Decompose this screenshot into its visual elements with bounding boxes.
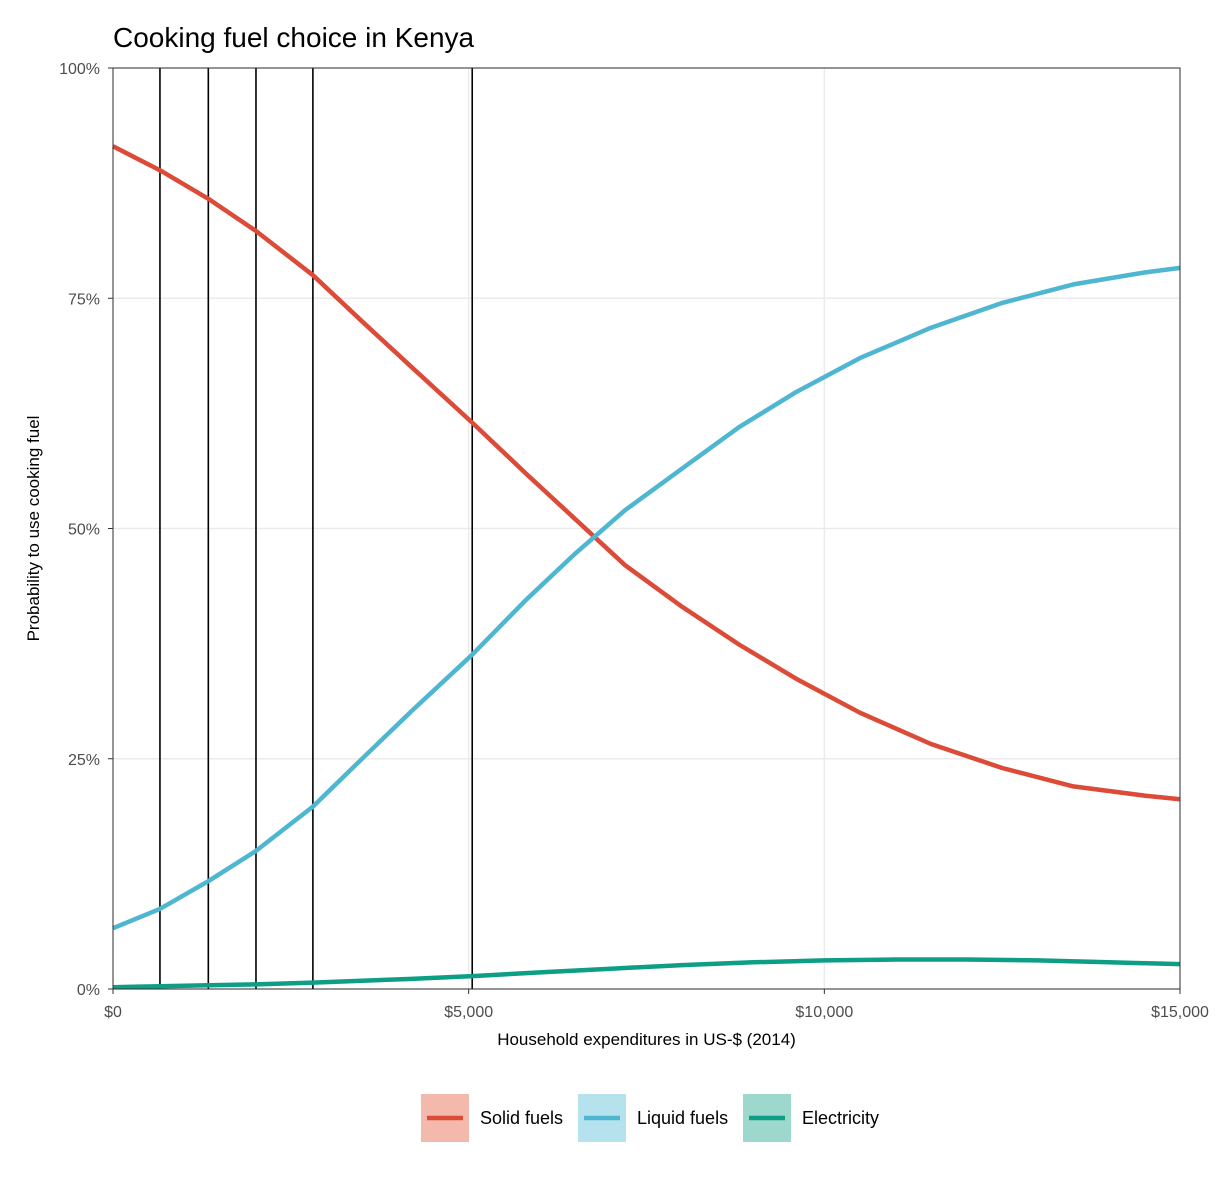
x-axis-title: Household expenditures in US-$ (2014): [497, 1030, 796, 1049]
x-tick-label: $5,000: [444, 1004, 493, 1021]
x-tick-label: $15,000: [1151, 1004, 1209, 1021]
series-line-2: [112, 957, 1181, 990]
x-axis-ticks: $0 $5,000 $10,000 $15,000: [104, 989, 1209, 1021]
series-lines: [111, 144, 1181, 990]
legend: Solid fuels Liquid fuels Electricity: [421, 1094, 879, 1142]
reference-lines: [159, 68, 474, 989]
series-line-1: [112, 265, 1181, 931]
y-tick-label: 25%: [68, 752, 100, 769]
legend-label: Electricity: [802, 1108, 879, 1128]
y-tick-label: 0%: [77, 982, 100, 999]
x-tick-label: $0: [104, 1004, 122, 1021]
y-tick-label: 50%: [68, 522, 100, 539]
series-line-0: [111, 144, 1181, 802]
y-tick-label: 75%: [68, 291, 100, 308]
x-tick-label: $10,000: [795, 1004, 853, 1021]
legend-label: Solid fuels: [480, 1108, 563, 1128]
legend-label: Liquid fuels: [637, 1108, 728, 1128]
y-axis-title: Probability to use cooking fuel: [24, 416, 43, 642]
chart-title: Cooking fuel choice in Kenya: [113, 22, 475, 53]
grid-lines: [112, 67, 1181, 990]
y-axis-ticks: 0% 25% 50% 75% 100%: [59, 61, 113, 999]
y-tick-label: 100%: [59, 61, 100, 78]
